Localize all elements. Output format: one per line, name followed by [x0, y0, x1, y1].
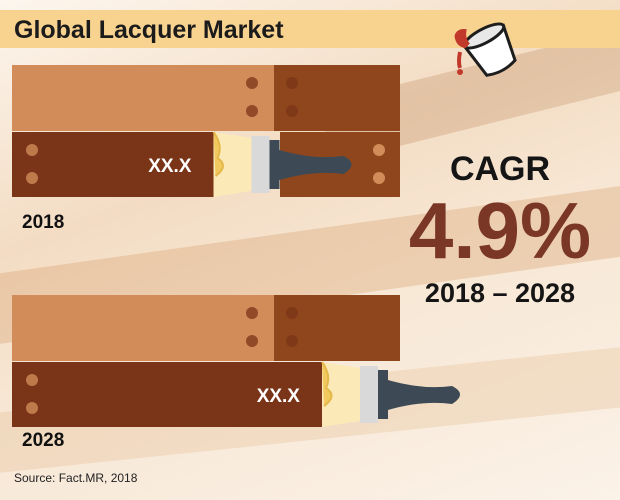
- title-bar: [0, 10, 620, 48]
- rivet: [26, 144, 38, 156]
- chart-title: Global Lacquer Market: [14, 16, 284, 44]
- paintbrush-icon: [321, 361, 460, 427]
- rivet: [286, 77, 298, 89]
- rivet: [246, 307, 258, 319]
- data-label-2028: XX.X: [257, 386, 301, 407]
- bar-group-2018: XX.X: [12, 65, 400, 197]
- source-note: Source: Fact.MR, 2018: [14, 471, 138, 485]
- bar-2028: [12, 362, 322, 427]
- cagr-value: 4.9%: [408, 186, 592, 275]
- rivet: [286, 307, 298, 319]
- rivet: [373, 144, 385, 156]
- rivet: [246, 335, 258, 347]
- cagr-period: 2018 – 2028: [424, 278, 576, 308]
- rivet: [26, 402, 38, 414]
- top-plank-light: [12, 65, 274, 131]
- rivet: [26, 172, 38, 184]
- paint-bucket-icon: [454, 22, 517, 77]
- bar-group-2028: XX.X: [12, 295, 460, 427]
- top-plank-dark: [274, 65, 400, 131]
- category-label-2028: 2028: [22, 430, 65, 451]
- rivet: [246, 77, 258, 89]
- rivet: [26, 374, 38, 386]
- cagr-label: CAGR: [449, 150, 551, 188]
- data-label-2018: XX.X: [148, 156, 192, 177]
- top-plank-dark: [274, 295, 400, 361]
- paintbrush-icon: [212, 131, 352, 197]
- category-label-2018: 2018: [22, 212, 65, 233]
- top-plank-light: [12, 295, 274, 361]
- rivet: [246, 105, 258, 117]
- rivet: [286, 105, 298, 117]
- rivet: [286, 335, 298, 347]
- rivet: [373, 172, 385, 184]
- bar-2018: [12, 132, 214, 197]
